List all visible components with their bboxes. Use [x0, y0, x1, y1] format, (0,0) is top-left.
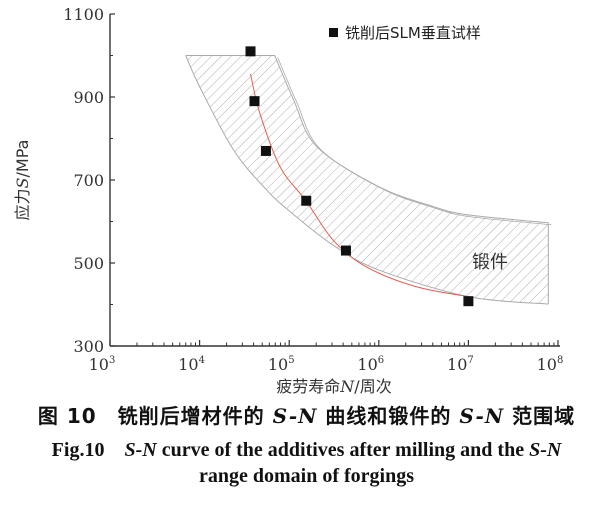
- x-tick-label: 108: [537, 355, 564, 374]
- x-tick-label: 104: [178, 355, 205, 374]
- x-tick-label: 103: [89, 355, 116, 374]
- data-point: [301, 195, 312, 206]
- legend-marker: [329, 28, 338, 37]
- caption-en-sn: S-N: [529, 439, 562, 461]
- forging-band: [185, 55, 552, 305]
- caption-cn-sn: S-N: [272, 404, 318, 428]
- data-point: [463, 296, 474, 307]
- caption-en-sn: S-N: [124, 439, 157, 461]
- caption-cn-part: 图 10 铣削后增材件的: [37, 404, 273, 428]
- axes: 103 104 105 106 107 108 300 500 700 900 1100: [63, 5, 563, 374]
- band-upper-boundary-outer: [277, 57, 552, 226]
- caption-en-part: curve of the additives after milling and…: [156, 439, 530, 461]
- caption-cn-part: 范围域: [504, 404, 576, 428]
- y-axis-label: 应力S/MPa: [13, 140, 32, 221]
- caption-english-line1: Fig.10 S-N curve of the additives after …: [0, 433, 613, 462]
- legend-label: 铣削后SLM垂直试样: [345, 24, 481, 42]
- caption-english-line2: range domain of forgings: [199, 465, 414, 487]
- x-tick-label: 105: [268, 355, 295, 374]
- y-tick-label: 900: [73, 88, 104, 107]
- caption-cn-sn: S-N: [459, 404, 505, 428]
- band-hatch-fill: [185, 55, 549, 305]
- data-point: [245, 46, 256, 57]
- fit-curve: [250, 74, 469, 298]
- data-points: [245, 46, 474, 307]
- band-label: 锻件: [472, 252, 508, 273]
- x-axis-label: 疲劳寿命N/周次: [276, 377, 391, 396]
- fit-curve-line: [250, 74, 469, 298]
- sn-chart: 103 104 105 106 107 108 300 500 700 900 1100 锻件 铣削…: [13, 5, 563, 396]
- y-tick-label: 1100: [63, 5, 104, 24]
- y-tick-label: 700: [73, 171, 104, 190]
- x-tick-label: 107: [447, 355, 474, 374]
- caption-chinese: 图 10 铣削后增材件的 S-N 曲线和锻件的 S-N 范围域: [0, 400, 613, 429]
- y-tick-label: 300: [73, 337, 104, 356]
- band-lower-boundary: [185, 55, 549, 305]
- x-tick-label: 106: [357, 355, 384, 374]
- caption-en-part: Fig.10: [51, 439, 125, 461]
- legend: 铣削后SLM垂直试样: [329, 24, 481, 42]
- band-upper-boundary: [274, 55, 549, 224]
- y-tick-label: 500: [73, 254, 104, 273]
- data-point: [340, 245, 351, 256]
- caption-cn-part: 曲线和锻件的: [317, 404, 460, 428]
- data-point: [249, 96, 260, 107]
- data-point: [260, 145, 271, 156]
